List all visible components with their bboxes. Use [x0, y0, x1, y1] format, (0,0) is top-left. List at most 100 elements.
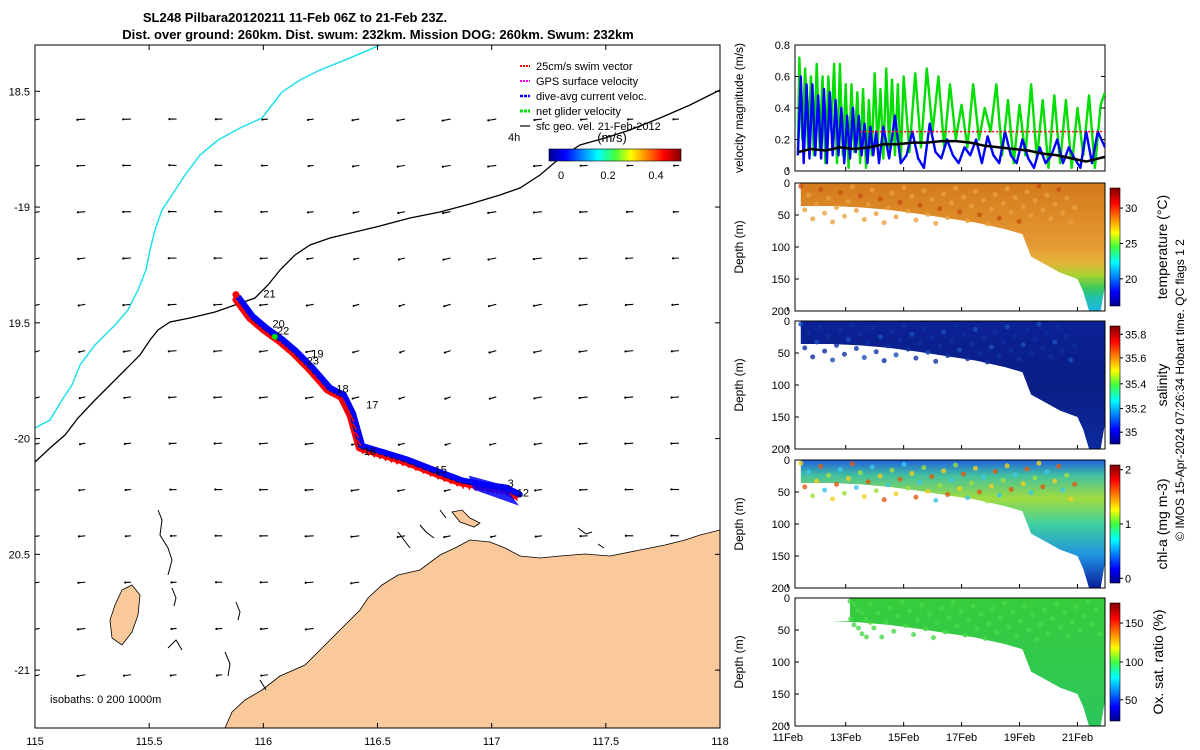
section-ytick-label: 50 — [778, 348, 790, 360]
section-sample-dot — [802, 207, 808, 213]
section-sample-dot — [953, 323, 959, 329]
map-xtick-label: 117.5 — [592, 736, 619, 748]
swim-vector — [330, 391, 336, 399]
section-cb-label: 35.4 — [1125, 379, 1146, 391]
geo-vector-head — [122, 350, 125, 353]
geo-vector — [260, 303, 268, 306]
section-sample-dot — [802, 484, 808, 490]
section-sample-dot — [922, 626, 928, 632]
swim-vector — [266, 332, 272, 340]
section-sample-dot — [830, 219, 836, 225]
geo-vector-head — [123, 442, 127, 445]
geo-vector-head — [398, 397, 401, 400]
swim-vector — [322, 384, 328, 392]
geo-vector-head — [260, 210, 263, 214]
section-sample-dot — [1012, 195, 1018, 201]
section-sample-dot — [841, 351, 847, 357]
section-sample-dot — [992, 330, 998, 336]
section-sample-dot — [968, 203, 974, 209]
map-ytick-label: -20 — [14, 434, 30, 446]
section-sample-dot — [881, 497, 887, 503]
track-day-label: 17 — [366, 399, 378, 411]
map-xtick-label: 116.5 — [364, 736, 391, 748]
section-sample-dot — [885, 205, 891, 211]
geo-vector-head — [259, 257, 262, 260]
geo-vector-head — [350, 535, 353, 538]
swim-vector — [288, 349, 295, 357]
section-ytick-label: 0 — [784, 316, 790, 328]
section-sample-dot — [1044, 469, 1050, 475]
section-sample-dot — [834, 342, 840, 348]
section-sample-dot — [802, 345, 808, 351]
section-ytick-label: 100 — [772, 380, 790, 392]
colorbar-unit: (m/s) — [597, 130, 627, 145]
swim-vector — [440, 475, 446, 483]
geo-vector-head — [672, 210, 675, 214]
geo-vector — [214, 303, 223, 306]
section-sample-dot — [907, 608, 913, 614]
section-sample-dot — [853, 346, 859, 352]
geo-vector-head — [487, 305, 491, 308]
section-sample-dot — [1077, 628, 1083, 634]
swim-vector — [375, 452, 381, 460]
map-xtick-label: 115.5 — [136, 736, 163, 748]
geo-vector-head — [532, 258, 536, 261]
track-day-label: 18 — [336, 383, 348, 395]
geo-vector-head — [76, 164, 79, 167]
section-sample-dot — [847, 598, 853, 604]
section-sample-dot — [887, 605, 893, 611]
section-sample-dot — [953, 462, 959, 468]
section-sample-dot — [867, 619, 873, 625]
geo-vector-head — [76, 674, 79, 678]
section-sample-dot — [885, 482, 891, 488]
time-tick-label: 13Feb — [830, 732, 861, 744]
section-sample-dot — [957, 209, 963, 215]
geo-vector-head — [443, 305, 446, 308]
geo-vector-head — [442, 258, 445, 261]
geo-vector-head — [31, 536, 33, 538]
geo-vector-head — [31, 119, 33, 121]
section-panel-chl-a: 0 50 100 150 200 Depth (m) 2 1 0 chl-a (mg m-3) — [732, 455, 1170, 595]
section-sample-dot — [1068, 496, 1074, 502]
section-sample-dot — [1012, 472, 1018, 478]
geo-vector-head — [578, 304, 581, 307]
section-sample-dot — [861, 216, 867, 222]
geo-vector-head — [490, 535, 493, 538]
section-sample-dot — [798, 183, 804, 189]
geo-vector-head — [260, 674, 263, 677]
geo-vector — [214, 396, 223, 399]
section-sample-dot — [881, 358, 887, 364]
section-cb-label: 1 — [1125, 519, 1131, 531]
section-sample-dot — [897, 337, 903, 343]
geo-vector — [168, 303, 177, 306]
section-sample-dot — [984, 498, 990, 504]
colorbar-tick-2: 0.4 — [648, 170, 663, 182]
geo-vector — [397, 164, 405, 168]
section-sample-dot — [869, 187, 875, 193]
geo-vector-head — [123, 396, 126, 399]
legend-dive-avg: dive-avg current veloc. — [536, 91, 647, 103]
section-sample-dot — [921, 188, 927, 194]
swim-vector — [465, 483, 471, 491]
section-sample-dot — [1069, 619, 1075, 625]
section-sample-dot — [1061, 610, 1067, 616]
swim-vector — [336, 394, 343, 402]
geo-vector-head — [214, 581, 218, 584]
geo-vector-head — [351, 443, 354, 446]
section-sample-dot — [992, 469, 998, 475]
geo-vector — [351, 488, 360, 492]
geo-vector — [534, 396, 543, 399]
geo-vector — [671, 350, 679, 352]
section-sample-dot — [822, 210, 828, 216]
geo-vector-head — [31, 629, 33, 631]
section-sample-dot — [926, 611, 932, 617]
section-sample-dot — [867, 601, 873, 607]
section-sample-dot — [933, 497, 939, 503]
section-cb-label: 35 — [1125, 427, 1137, 439]
map-xtick-label: 115 — [26, 736, 44, 748]
geo-vector — [579, 396, 588, 399]
swim-vector — [356, 439, 362, 447]
map-legend: 25cm/s swim vector GPS surface velocity … — [520, 61, 661, 133]
section-sample-dot — [806, 469, 812, 475]
geo-vector — [443, 211, 451, 214]
